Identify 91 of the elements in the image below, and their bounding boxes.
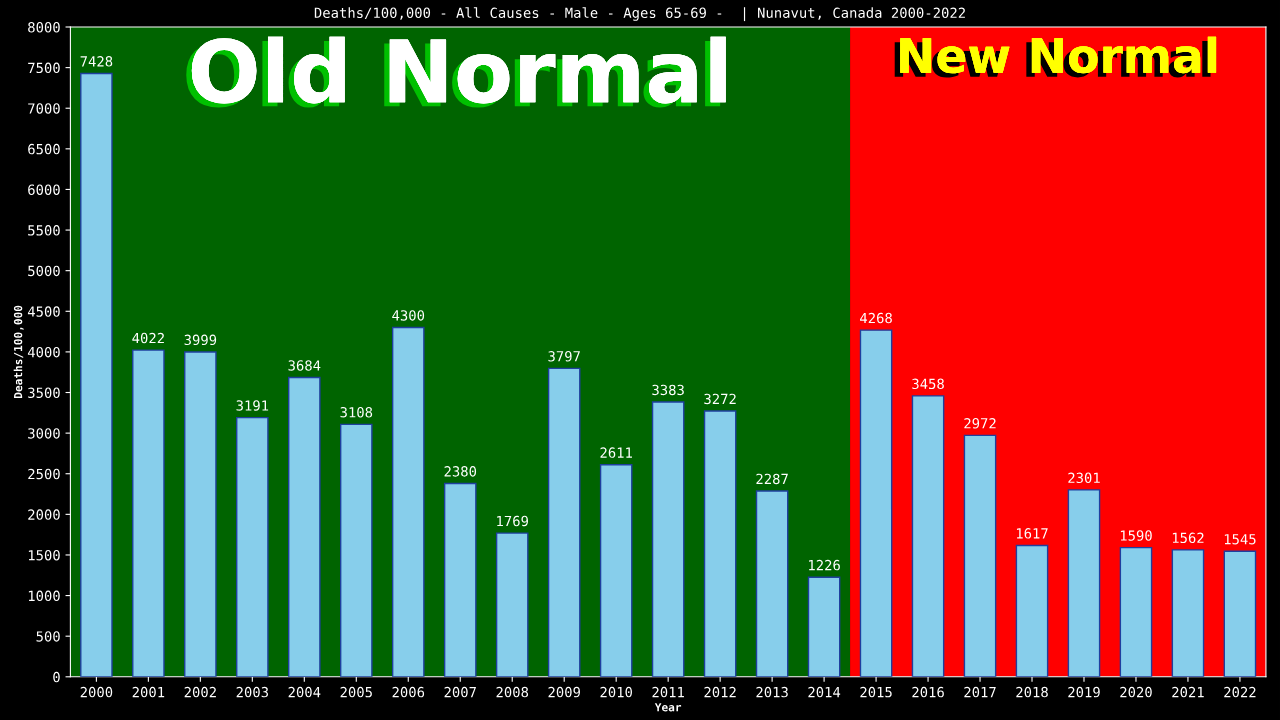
chart-title: Deaths/100,000 - All Causes - Male - Ages 65-69 - | Nunavut, Canada 2000-2022 xyxy=(314,7,965,22)
data-label: 2301 xyxy=(1068,472,1100,484)
bar xyxy=(132,349,165,677)
bar xyxy=(547,367,581,677)
y-tick-label: 0 xyxy=(53,671,60,683)
bar xyxy=(391,326,425,677)
x-axis-title: Year xyxy=(654,703,682,712)
y-tick-label: 5000 xyxy=(28,265,60,277)
y-tick-label: 6000 xyxy=(28,184,60,195)
data-label: 3108 xyxy=(340,406,373,418)
x-tick-label: 2010 xyxy=(600,686,632,698)
x-tick-label: 2017 xyxy=(964,686,996,698)
y-tick-label: 4000 xyxy=(27,346,60,358)
y-tick-label: 3500 xyxy=(28,387,60,399)
data-label: 3797 xyxy=(548,351,580,362)
bar xyxy=(288,376,321,677)
bar xyxy=(599,464,633,677)
bar xyxy=(651,401,685,677)
y-tick-label: 1500 xyxy=(28,549,60,561)
x-tick-label: 2001 xyxy=(132,686,165,698)
x-tick-label: 2011 xyxy=(652,686,684,698)
bar xyxy=(911,395,945,677)
bar xyxy=(755,490,789,677)
y-tick-label: 5500 xyxy=(28,225,60,236)
y-tick-label: 7000 xyxy=(28,103,60,114)
y-tick-label: 4500 xyxy=(27,306,60,317)
bar xyxy=(495,532,529,677)
x-tick-label: 2000 xyxy=(80,686,113,698)
bar xyxy=(1223,550,1257,677)
x-tick-label: 2016 xyxy=(912,686,944,698)
x-tick-label: 2012 xyxy=(704,686,736,698)
y-tick-label: 7500 xyxy=(28,62,60,74)
data-label: 1545 xyxy=(1224,534,1256,545)
data-label: 2380 xyxy=(444,466,477,477)
y-axis-title: Deaths/100,000 xyxy=(13,305,24,398)
data-label: 1590 xyxy=(1120,530,1152,541)
x-tick-label: 2018 xyxy=(1016,686,1048,698)
bar xyxy=(1171,549,1205,677)
bar xyxy=(339,423,373,677)
data-label: 4300 xyxy=(392,310,425,321)
y-tick-label: 1000 xyxy=(28,590,60,602)
y-tick-label: 6500 xyxy=(28,143,60,155)
x-tick-label: 2002 xyxy=(184,686,216,698)
x-tick-label: 2015 xyxy=(860,686,892,698)
x-tick-label: 2014 xyxy=(808,686,841,698)
data-label: 3272 xyxy=(704,393,736,405)
x-tick-label: 2007 xyxy=(444,686,476,698)
data-label: 3383 xyxy=(652,384,684,396)
bar xyxy=(1015,544,1049,677)
data-label: 3684 xyxy=(288,360,321,371)
bar xyxy=(963,434,997,677)
data-label: 2287 xyxy=(756,473,788,485)
x-tick-label: 2020 xyxy=(1120,686,1152,698)
data-label: 1617 xyxy=(1016,528,1048,539)
y-tick-label: 8000 xyxy=(28,22,60,33)
bar xyxy=(236,416,269,677)
band-label: Old Normal xyxy=(186,36,726,108)
x-tick-label: 2022 xyxy=(1224,686,1256,698)
data-label: 3999 xyxy=(184,334,217,346)
bar xyxy=(1067,489,1101,677)
bar xyxy=(443,482,477,677)
x-tick-label: 2021 xyxy=(1172,686,1204,698)
data-label: 3191 xyxy=(236,400,269,411)
x-tick-label: 2003 xyxy=(236,686,269,698)
x-tick-label: 2013 xyxy=(756,686,788,698)
bar xyxy=(807,576,841,677)
y-tick-label: 3000 xyxy=(28,428,60,439)
data-label: 7428 xyxy=(80,56,113,67)
bar xyxy=(80,72,113,677)
data-label: 3458 xyxy=(912,378,944,390)
data-label: 1562 xyxy=(1172,532,1204,544)
bar xyxy=(1119,546,1153,677)
y-tick-label: 2500 xyxy=(28,468,60,480)
bar xyxy=(859,329,893,677)
y-tick-label: 2000 xyxy=(28,509,60,520)
data-label: 1769 xyxy=(497,515,528,527)
data-label: 2611 xyxy=(600,447,632,458)
x-tick-label: 2009 xyxy=(548,686,580,698)
y-tick-label: 500 xyxy=(36,631,60,642)
bar xyxy=(184,351,217,677)
x-tick-label: 2008 xyxy=(496,686,529,698)
x-tick-label: 2006 xyxy=(392,686,425,698)
data-label: 4022 xyxy=(132,332,164,344)
x-tick-label: 2004 xyxy=(288,686,321,698)
data-label: 1226 xyxy=(809,559,840,571)
data-label: 4268 xyxy=(860,312,892,324)
x-tick-label: 2019 xyxy=(1068,686,1100,698)
band-label: New Normal xyxy=(894,36,1217,78)
data-label: 2972 xyxy=(964,418,996,429)
bar xyxy=(703,410,737,677)
x-tick-label: 2005 xyxy=(340,686,372,698)
